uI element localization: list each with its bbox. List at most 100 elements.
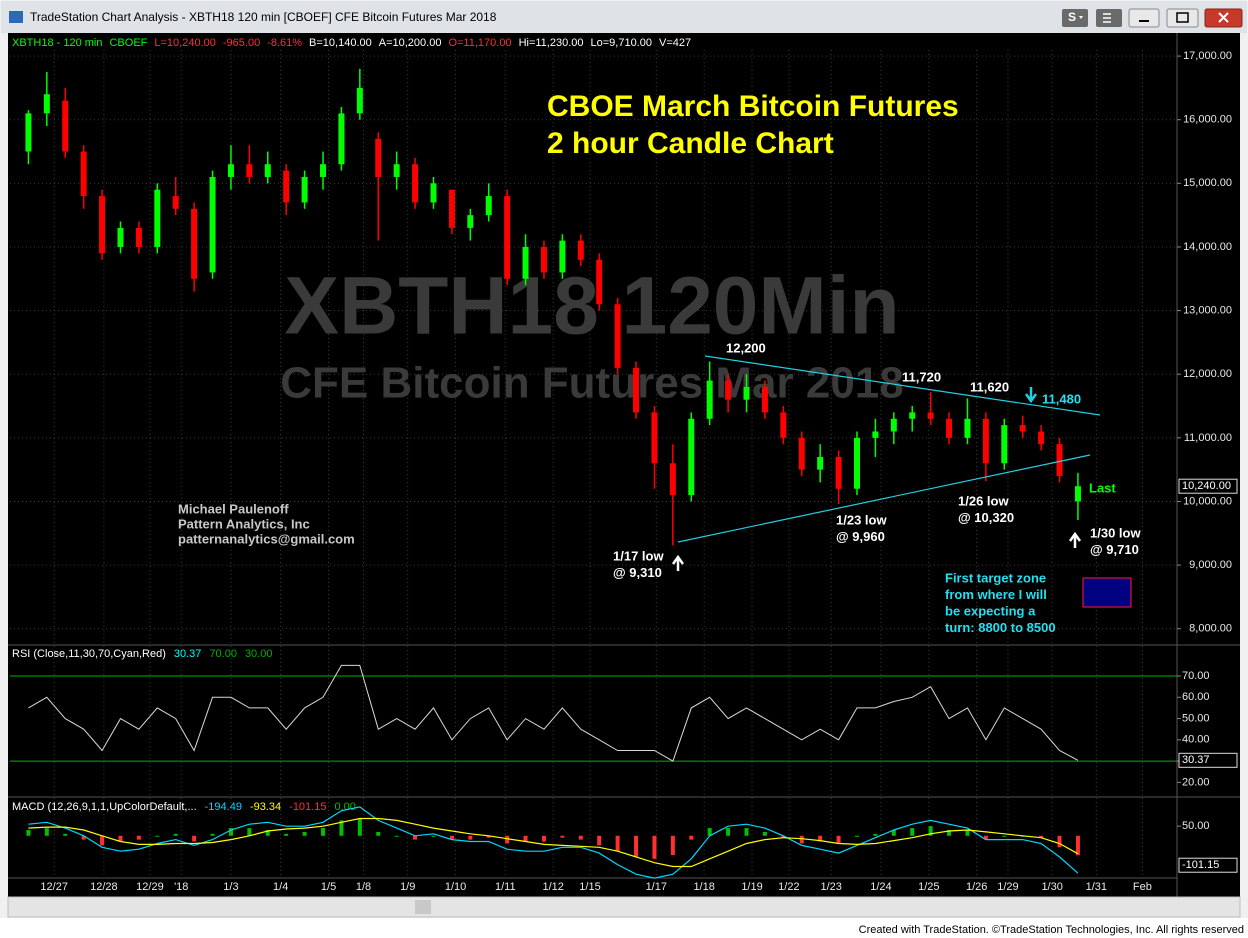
candle-body bbox=[227, 164, 234, 177]
value-badge bbox=[1178, 478, 1238, 494]
histogram-bar bbox=[302, 831, 307, 836]
histogram-bar bbox=[873, 833, 878, 836]
candle-body bbox=[946, 418, 953, 438]
scroll-thumb[interactable] bbox=[415, 900, 431, 914]
y-tick-label: 11,000.00 bbox=[1184, 432, 1232, 444]
x-tick-label: 1/5 bbox=[321, 881, 336, 893]
histogram-bar bbox=[541, 835, 546, 842]
annotation: @ 9,960 bbox=[836, 529, 885, 544]
candle-body bbox=[209, 176, 216, 273]
candle-body bbox=[485, 196, 492, 216]
histogram-bar bbox=[1002, 835, 1007, 837]
status-field: -8.61% bbox=[267, 37, 302, 49]
histogram-bar bbox=[762, 831, 767, 836]
x-tick-label: 1/18 bbox=[693, 881, 714, 893]
histogram-bar bbox=[578, 835, 583, 840]
histogram-bar bbox=[615, 835, 620, 852]
app-icon bbox=[9, 11, 23, 23]
close-icon bbox=[1218, 12, 1229, 23]
candle-body bbox=[504, 196, 511, 279]
footer-bar bbox=[0, 918, 1248, 938]
candle-body bbox=[817, 456, 824, 470]
symbol-button[interactable] bbox=[1062, 9, 1088, 27]
annotation: First target zone bbox=[945, 570, 1046, 585]
candle-body bbox=[191, 208, 198, 279]
annotation: 1/23 low bbox=[836, 512, 887, 527]
histogram-bar bbox=[26, 830, 31, 836]
candle-body bbox=[320, 164, 327, 177]
scrollbar[interactable] bbox=[7, 896, 1241, 918]
candle-body bbox=[172, 196, 179, 209]
histogram-bar bbox=[652, 835, 657, 859]
macd-legend: MACD (12,26,9,1,1,UpColorDefault,... -194… bbox=[12, 801, 356, 813]
histogram-bar bbox=[413, 835, 418, 840]
candle-body bbox=[338, 113, 345, 165]
y-tick-label: 17,000.00 bbox=[1183, 50, 1232, 62]
candle-body bbox=[872, 431, 879, 438]
x-tick-label: 1/23 bbox=[820, 881, 841, 893]
x-tick-label: 1/15 bbox=[579, 881, 600, 893]
candle-body bbox=[264, 164, 271, 177]
histogram-bar bbox=[118, 835, 123, 842]
annotation: turn: 8800 to 8500 bbox=[945, 620, 1056, 635]
y-tick-label: 10,000.00 bbox=[1183, 495, 1232, 507]
x-tick-label: 1/12 bbox=[542, 881, 563, 893]
status-field: L=10,240.00 bbox=[154, 37, 215, 49]
x-tick-label: 1/17 bbox=[646, 881, 667, 893]
watermark: XBTH18 120Min bbox=[284, 261, 899, 352]
symbol-button-label[interactable]: S bbox=[1068, 10, 1076, 24]
status-field: Lo=9,710.00 bbox=[591, 37, 652, 49]
value-badge-label: 30.37 bbox=[1182, 754, 1210, 766]
histogram-bar bbox=[210, 833, 215, 836]
status-field: CBOEF bbox=[109, 37, 147, 49]
status-line: XBTH18 - 120 min CBOEF L=10,240.00 -965.00-… bbox=[12, 37, 691, 49]
target-zone bbox=[1082, 577, 1132, 608]
status-field: -965.00 bbox=[223, 37, 260, 49]
histogram-bar bbox=[854, 835, 859, 837]
status-field: B=10,140.00 bbox=[309, 37, 372, 49]
candle-body bbox=[982, 418, 989, 464]
x-tick-label: Feb bbox=[1133, 881, 1152, 893]
histogram-bar bbox=[394, 835, 399, 837]
restore-button[interactable] bbox=[1166, 8, 1199, 28]
y-tick-label: 50.00 bbox=[1182, 712, 1210, 724]
minimize-button[interactable] bbox=[1128, 8, 1160, 28]
y-tick-label: 70.00 bbox=[1182, 670, 1210, 682]
x-tick-label: 1/19 bbox=[741, 881, 762, 893]
author-text: Pattern Analytics, Inc bbox=[178, 516, 310, 531]
level-value: 30.00 bbox=[245, 648, 273, 660]
arrow-up bbox=[1068, 531, 1082, 548]
annotation: @ 9,710 bbox=[1090, 542, 1139, 557]
candle-body bbox=[135, 227, 142, 247]
histogram-bar bbox=[357, 818, 362, 836]
title-bar bbox=[1, 1, 1247, 33]
x-tick-label: 1/22 bbox=[778, 881, 799, 893]
author-text: patternanalytics@gmail.com bbox=[178, 531, 355, 546]
candle-body bbox=[909, 412, 916, 419]
candle-body bbox=[706, 380, 713, 419]
candle-body bbox=[651, 412, 658, 464]
watermark: CFE Bitcoin Futures Mar 2018 bbox=[280, 359, 903, 408]
value-badge-label: -101.15 bbox=[1182, 859, 1219, 871]
y-tick-label: 12,000.00 bbox=[1183, 368, 1232, 380]
y-tick-label: 20.00 bbox=[1182, 776, 1210, 788]
annotation: 1/30 low bbox=[1090, 525, 1141, 540]
histogram-bar bbox=[505, 835, 510, 844]
y-tick-label: 60.00 bbox=[1182, 691, 1210, 703]
window-title: TradeStation Chart Analysis - XBTH18 120… bbox=[30, 10, 497, 24]
x-tick-label: 1/25 bbox=[918, 881, 939, 893]
histogram-bar bbox=[1075, 835, 1080, 856]
histogram-bar bbox=[634, 835, 639, 857]
annotation: 11,480 bbox=[1042, 391, 1081, 406]
histogram-bar bbox=[670, 835, 675, 855]
histogram-bar bbox=[983, 835, 988, 840]
dropdown-caret bbox=[1079, 16, 1083, 19]
chart-area bbox=[8, 33, 1240, 897]
x-tick-label: 1/30 bbox=[1041, 881, 1062, 893]
histogram-bar bbox=[597, 835, 602, 846]
histogram-bar bbox=[449, 835, 454, 840]
candle-body bbox=[43, 94, 50, 114]
footer-text: Created with TradeStation. ©TradeStation… bbox=[859, 924, 1244, 936]
